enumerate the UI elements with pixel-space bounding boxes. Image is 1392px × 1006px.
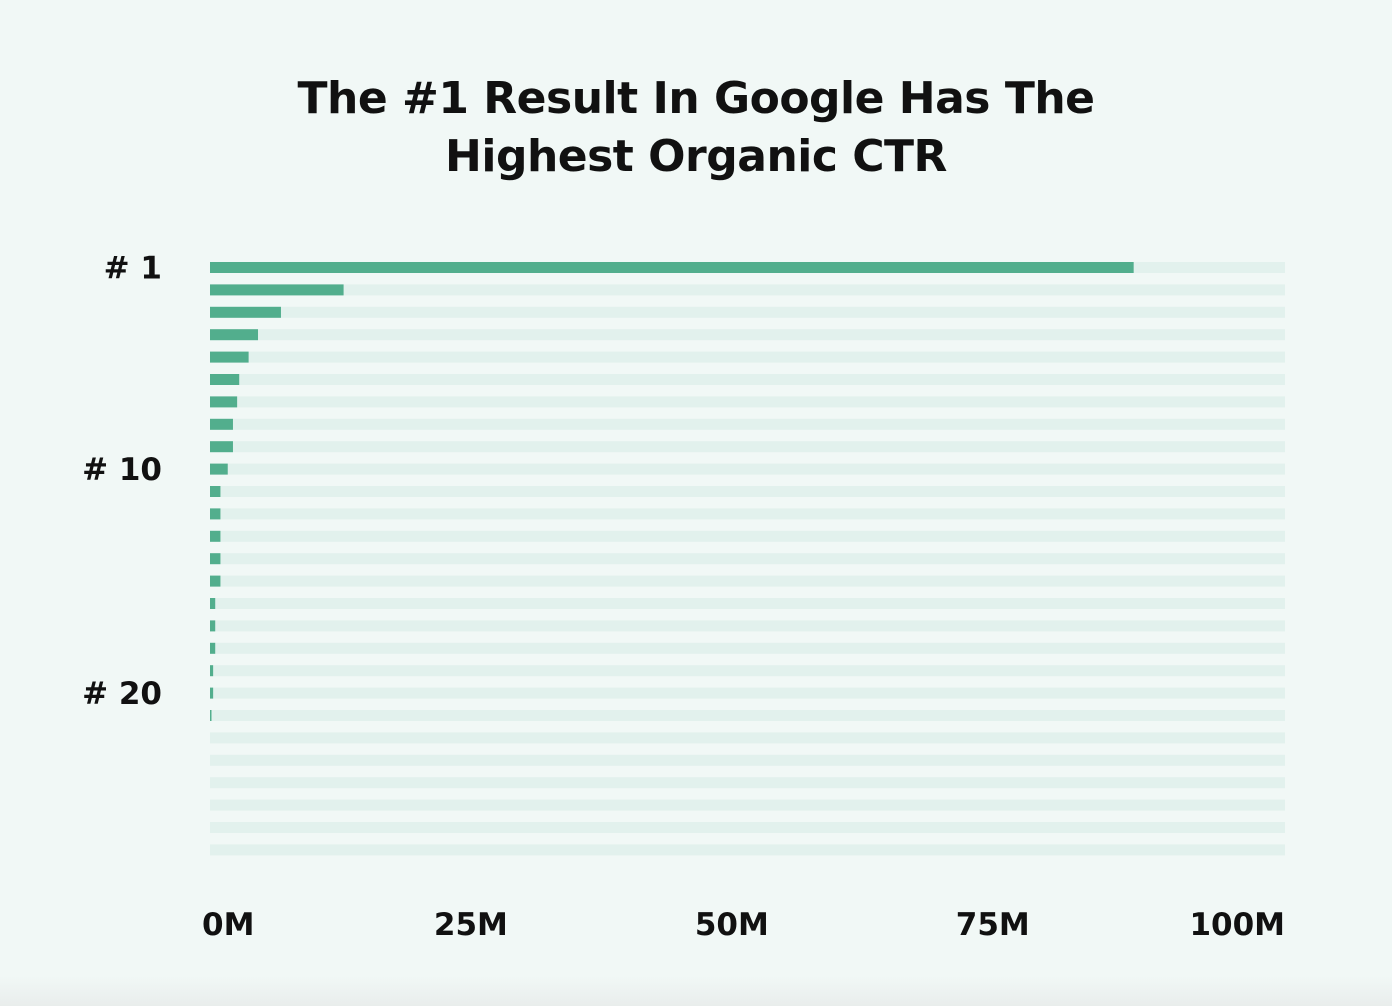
x-axis-tick-labels: 0M 25M 50M 75M 100M xyxy=(202,907,1285,943)
rank-label: # 20 xyxy=(82,676,162,712)
rank-labels: # 1 # 10 # 20 xyxy=(82,251,162,713)
bar-track xyxy=(210,374,1285,385)
bar-track xyxy=(210,306,1285,318)
bar-track xyxy=(210,418,1285,430)
bar-track xyxy=(210,329,1285,341)
bar-track xyxy=(210,687,1285,699)
bar-rank-16 xyxy=(210,598,216,609)
bar-rank-3 xyxy=(210,306,281,318)
chart-title-line-1: The #1 Result In Google Has The xyxy=(297,73,1096,124)
bar-track xyxy=(210,642,1285,654)
bar-rank-7 xyxy=(210,396,238,408)
chart-title: The #1 Result In Google Has The Highest … xyxy=(0,70,1392,186)
bar-track xyxy=(210,754,1285,766)
bar-rank-13 xyxy=(210,530,221,542)
bar-rank-8 xyxy=(210,418,233,430)
bar-track xyxy=(210,284,1285,296)
bar-track xyxy=(210,351,1285,363)
bar-track xyxy=(210,441,1285,453)
bar-track xyxy=(210,777,1285,789)
bar-track xyxy=(210,799,1285,811)
bar-track xyxy=(210,575,1285,587)
rank-label: # 1 xyxy=(104,251,162,287)
x-tick-label: 0M xyxy=(202,907,254,943)
bar-rank-5 xyxy=(210,351,249,363)
bar-rank-10 xyxy=(210,463,228,475)
x-tick-label: 75M xyxy=(956,907,1030,943)
bar-rank-18 xyxy=(210,642,216,654)
bar-track xyxy=(210,486,1285,497)
bar-tracks xyxy=(210,262,1285,856)
bar-rank-2 xyxy=(210,284,344,296)
bar-track xyxy=(210,553,1285,565)
bar-track xyxy=(210,710,1285,721)
bar-rank-17 xyxy=(210,620,216,632)
x-tick-label: 25M xyxy=(434,907,508,943)
x-tick-label: 100M xyxy=(1189,907,1285,943)
bar-rank-11 xyxy=(210,486,221,497)
bar-rank-12 xyxy=(210,508,221,520)
bar-track xyxy=(210,530,1285,542)
bar-rank-15 xyxy=(210,575,221,587)
bar-track xyxy=(210,396,1285,408)
bar-rank-9 xyxy=(210,441,233,453)
bar-track xyxy=(210,822,1285,833)
bar-track xyxy=(210,732,1285,744)
bar-rank-1 xyxy=(210,262,1134,273)
bar-rank-14 xyxy=(210,553,221,565)
bar-rank-4 xyxy=(210,329,259,341)
bar-track xyxy=(210,844,1285,856)
bars xyxy=(210,262,1134,721)
bar-track xyxy=(210,508,1285,520)
bar-rank-21 xyxy=(210,710,212,721)
bar-rank-19 xyxy=(210,665,214,677)
chart-title-line-2: Highest Organic CTR xyxy=(445,131,947,182)
bar-track xyxy=(210,620,1285,632)
bar-track xyxy=(210,598,1285,609)
rank-label: # 10 xyxy=(82,452,162,488)
bar-rank-20 xyxy=(210,687,214,699)
bar-track xyxy=(210,463,1285,475)
x-tick-label: 50M xyxy=(695,907,769,943)
bar-track xyxy=(210,665,1285,677)
bar-rank-6 xyxy=(210,374,240,385)
